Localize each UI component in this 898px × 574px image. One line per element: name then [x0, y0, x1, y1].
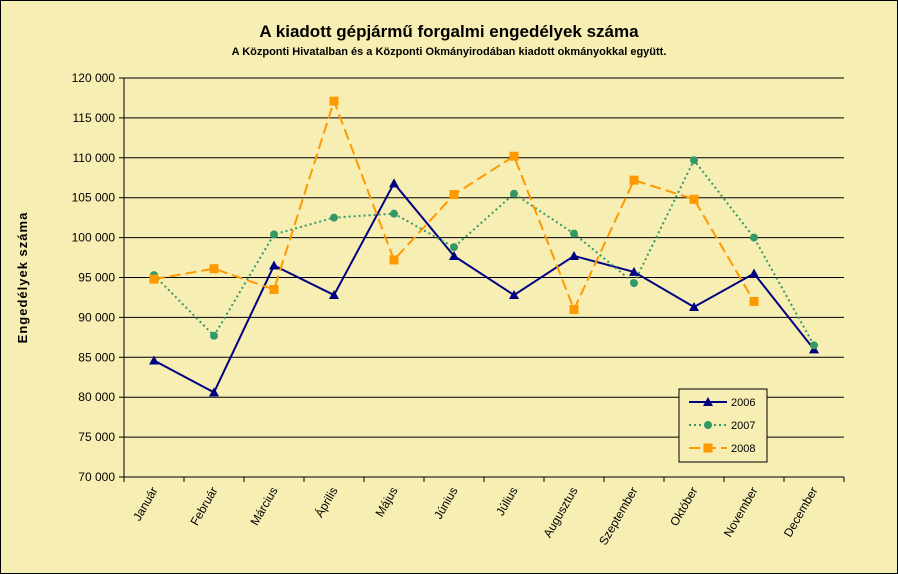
series-2008-line	[153, 98, 755, 312]
series-2008-point	[749, 296, 759, 306]
y-tick-label: 105 000	[72, 191, 116, 205]
x-tick-label: Május	[372, 485, 400, 520]
x-tick-label: Február	[187, 485, 220, 528]
x-tick-label: Március	[247, 485, 280, 528]
x-tick-label: Július	[493, 485, 520, 519]
x-tick-label: Április	[311, 484, 340, 520]
chart-subtitle: A Központi Hivatalban és a Központi Okmá…	[231, 46, 667, 58]
series-2007-point	[690, 156, 698, 165]
y-tick-label: 80 000	[78, 390, 115, 404]
x-tick-label: Január	[130, 485, 160, 524]
series-2008-point	[569, 304, 579, 314]
series-2006-point	[629, 266, 639, 276]
y-tick-label: 95 000	[78, 271, 115, 285]
series-2008-point	[149, 274, 159, 284]
series-2007-point	[750, 233, 758, 242]
series-2006-point	[449, 250, 459, 260]
series-2006-line	[153, 181, 815, 394]
series-2007-point	[630, 279, 638, 288]
legend-marker-2008	[703, 443, 713, 453]
legend-marker-2006	[703, 397, 713, 406]
y-tick-label: 110 000	[73, 151, 116, 165]
series-2006-point	[329, 290, 339, 300]
x-tick-label: November	[721, 485, 761, 540]
series-2008-point	[269, 284, 279, 294]
legend-label-2007: 2007	[731, 420, 755, 432]
legend-label-2006: 2006	[731, 397, 755, 409]
series-2008-point	[629, 175, 639, 185]
series-2007-point	[390, 209, 398, 218]
series-2008-point	[449, 190, 459, 200]
series-2006-point	[209, 387, 219, 397]
x-tick-label: Június	[431, 485, 460, 522]
series-2007-point	[510, 189, 518, 198]
series-2008-point	[329, 96, 339, 106]
series-2006-point	[149, 355, 159, 365]
series-2008-point	[689, 194, 699, 204]
series-2008-point	[389, 255, 399, 265]
y-tick-label: 100 000	[72, 231, 116, 245]
y-tick-label: 120 000	[72, 71, 116, 85]
chart-title: A kiadott gépjármű forgalmi engedélyek s…	[259, 22, 639, 41]
legend-marker-2007	[704, 421, 712, 429]
y-tick-label: 70 000	[78, 470, 115, 484]
series-2006-point	[749, 268, 759, 278]
series-2006-point	[269, 260, 279, 270]
legend-label-2008: 2008	[731, 443, 755, 455]
x-tick-label: December	[781, 485, 821, 540]
x-tick-label: Október	[667, 484, 700, 528]
y-axis-label: Engedélyek száma	[15, 212, 30, 344]
series-2007-point	[810, 341, 818, 350]
x-tick-label: Szeptember	[596, 485, 640, 548]
series-2006-point	[689, 302, 699, 312]
series-2007-point	[210, 331, 218, 340]
y-tick-label: 75 000	[78, 430, 115, 444]
series-2007-point	[270, 230, 278, 239]
series-2006-point	[569, 250, 579, 260]
x-tick-label: Augusztus	[540, 485, 580, 541]
series-2006-point	[389, 178, 399, 188]
y-tick-label: 90 000	[78, 310, 115, 324]
y-tick-label: 85 000	[78, 350, 115, 364]
series-2006-point	[509, 290, 519, 300]
series-2007-point	[570, 229, 578, 238]
series-2008-point	[209, 264, 219, 274]
series-2007-point	[330, 213, 338, 222]
y-tick-label: 115 000	[73, 111, 116, 125]
series-2008-point	[509, 151, 519, 161]
series-2007-point	[450, 243, 458, 252]
